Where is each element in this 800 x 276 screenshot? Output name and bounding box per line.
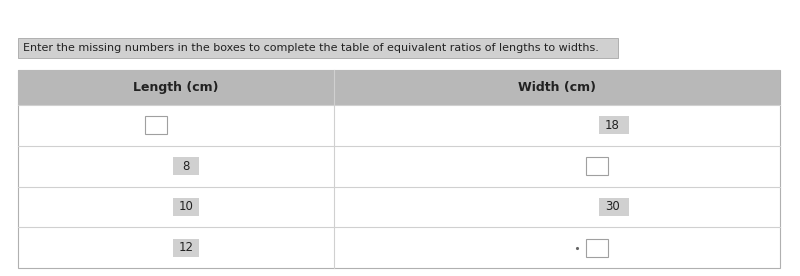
- FancyBboxPatch shape: [18, 70, 334, 105]
- FancyBboxPatch shape: [173, 239, 199, 257]
- Text: 8: 8: [182, 160, 190, 172]
- FancyBboxPatch shape: [599, 116, 629, 134]
- Text: 18: 18: [605, 119, 619, 132]
- FancyBboxPatch shape: [586, 157, 608, 175]
- FancyBboxPatch shape: [586, 239, 608, 257]
- FancyBboxPatch shape: [173, 157, 199, 175]
- FancyBboxPatch shape: [18, 38, 618, 58]
- Text: 10: 10: [178, 200, 194, 213]
- Text: 12: 12: [178, 241, 194, 254]
- FancyBboxPatch shape: [145, 116, 167, 134]
- FancyBboxPatch shape: [173, 198, 199, 216]
- Text: Width (cm): Width (cm): [518, 81, 596, 94]
- FancyBboxPatch shape: [599, 198, 629, 216]
- FancyBboxPatch shape: [18, 70, 780, 268]
- FancyBboxPatch shape: [334, 70, 780, 105]
- Text: 30: 30: [605, 200, 619, 213]
- Text: Enter the missing numbers in the boxes to complete the table of equivalent ratio: Enter the missing numbers in the boxes t…: [23, 43, 599, 53]
- Text: Length (cm): Length (cm): [134, 81, 219, 94]
